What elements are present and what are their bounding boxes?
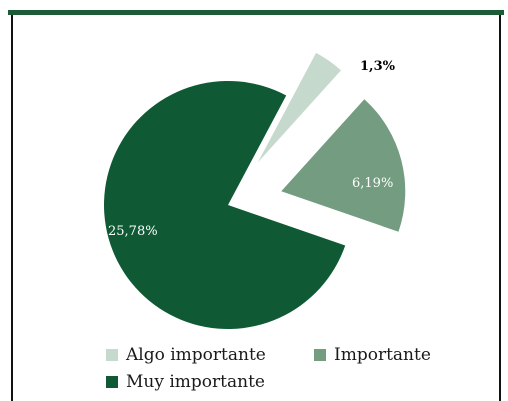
data-label-algo-importante: 1,3% bbox=[360, 59, 396, 74]
legend-item-importante: Importante bbox=[314, 345, 431, 365]
legend-item-algo-importante: Algo importante bbox=[106, 345, 266, 365]
legend-label-algo-importante: Algo importante bbox=[126, 345, 266, 365]
top-rule bbox=[8, 10, 504, 15]
data-label-muy-importante: 25,78% bbox=[108, 224, 158, 239]
left-border bbox=[11, 15, 13, 401]
legend-swatch-importante bbox=[314, 349, 326, 361]
pie-slice-algo-importante bbox=[257, 52, 341, 163]
pie-slice-importante bbox=[281, 99, 406, 232]
right-border bbox=[499, 15, 501, 401]
legend-label-importante: Importante bbox=[334, 345, 431, 365]
legend-label-muy-importante: Muy importante bbox=[126, 372, 265, 392]
legend-swatch-muy-importante bbox=[106, 376, 118, 388]
legend-swatch-algo-importante bbox=[106, 349, 118, 361]
pie-slice-muy-importante bbox=[103, 80, 346, 329]
data-label-importante: 6,19% bbox=[352, 176, 393, 191]
legend-item-muy-importante: Muy importante bbox=[106, 372, 265, 392]
